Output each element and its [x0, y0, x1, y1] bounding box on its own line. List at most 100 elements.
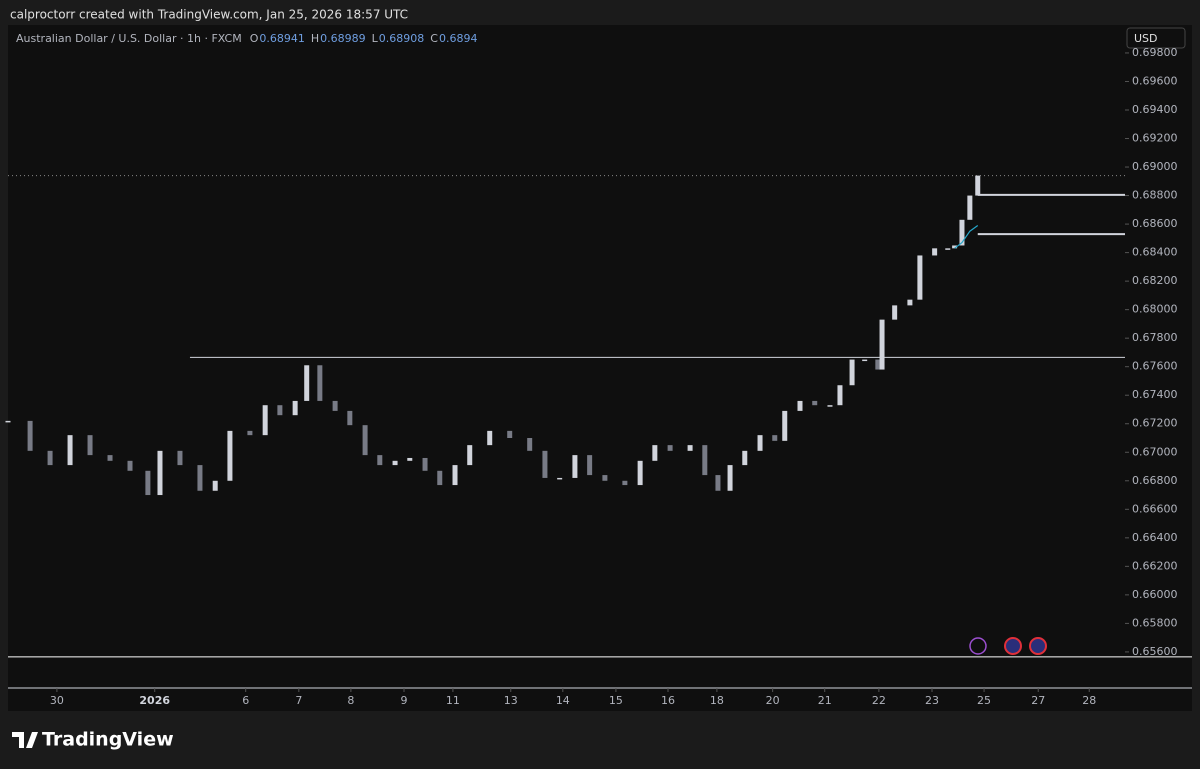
ohlc-value: 0.68941: [259, 32, 305, 45]
candle: [652, 445, 658, 461]
candle: [967, 195, 973, 220]
y-tick-label: 0.65600: [1132, 645, 1178, 658]
candle: [862, 359, 868, 362]
candle: [907, 299, 913, 306]
candle: [467, 445, 473, 466]
chart-title: Australian Dollar / U.S. Dollar · 1h · F…: [16, 32, 242, 45]
x-tick-label: 27: [1031, 694, 1045, 707]
x-tick-label: 2026: [139, 694, 170, 707]
candle: [622, 480, 628, 486]
candle: [317, 365, 323, 401]
y-tick-label: 0.68000: [1132, 303, 1178, 316]
candle: [177, 450, 183, 466]
candle: [932, 248, 938, 256]
candle: [107, 455, 113, 461]
candle: [145, 470, 151, 496]
candle: [797, 400, 803, 411]
candle: [487, 430, 493, 446]
candle: [602, 475, 608, 481]
x-tick-label: 13: [504, 694, 518, 707]
x-tick-label: 18: [710, 694, 724, 707]
y-tick-label: 0.67200: [1132, 417, 1178, 430]
event-icon[interactable]: [1029, 637, 1047, 655]
candle: [507, 430, 513, 439]
candle: [304, 365, 310, 401]
x-tick-label: 6: [242, 694, 249, 707]
candle: [879, 319, 885, 370]
candle: [347, 410, 353, 426]
candle: [837, 385, 843, 406]
candle: [875, 359, 881, 370]
attribution: calproctorr created with TradingView.com…: [10, 8, 408, 22]
y-tick-label: 0.69000: [1132, 160, 1178, 173]
candle: [377, 455, 383, 466]
logo-text: TradingView: [42, 729, 174, 751]
event-icons: [969, 637, 1047, 655]
y-tick-label: 0.68400: [1132, 246, 1178, 259]
candle: [392, 460, 398, 466]
candle: [637, 460, 643, 486]
candle: [247, 430, 253, 436]
candle: [27, 420, 33, 451]
ohlc-value: 0.6894: [439, 32, 478, 45]
candle: [67, 435, 73, 466]
ohlc-label: C: [430, 32, 438, 45]
y-tick-label: 0.66600: [1132, 502, 1178, 515]
y-tick-label: 0.69400: [1132, 103, 1178, 116]
candle: [407, 457, 413, 461]
x-tick-label: 20: [766, 694, 780, 707]
y-tick-label: 0.67400: [1132, 388, 1178, 401]
candle: [542, 450, 548, 478]
y-tick-label: 0.67600: [1132, 360, 1178, 373]
candle: [715, 475, 721, 491]
candle: [227, 430, 233, 481]
y-tick-label: 0.68800: [1132, 189, 1178, 202]
ohlc-label: O: [250, 32, 259, 45]
x-tick-label: 7: [295, 694, 302, 707]
candle: [812, 400, 818, 406]
candle: [422, 457, 428, 471]
y-tick-label: 0.68600: [1132, 217, 1178, 230]
candle: [47, 450, 53, 466]
candle: [975, 175, 981, 196]
x-tick-label: 22: [872, 694, 886, 707]
currency-button[interactable]: [1126, 27, 1186, 49]
candle: [127, 460, 133, 471]
event-icon[interactable]: [969, 637, 987, 655]
logo: TradingView: [12, 729, 174, 751]
x-tick-label: 23: [925, 694, 939, 707]
y-tick-label: 0.69600: [1132, 74, 1178, 87]
candle: [557, 477, 563, 480]
candle: [277, 405, 283, 416]
x-tick-label: 14: [556, 694, 570, 707]
candle: [362, 425, 368, 456]
y-tick-label: 0.67800: [1132, 331, 1178, 344]
x-tick-label: 21: [818, 694, 832, 707]
event-icon[interactable]: [1004, 637, 1022, 655]
y-tick-label: 0.69200: [1132, 132, 1178, 145]
candle: [772, 435, 778, 441]
candle: [702, 445, 708, 476]
candle: [527, 438, 533, 451]
y-tick-label: 0.66200: [1132, 559, 1178, 572]
x-tick-label: 8: [347, 694, 354, 707]
candle: [452, 465, 458, 486]
candle: [262, 405, 268, 436]
candle: [292, 400, 298, 416]
x-tick-label: 11: [446, 694, 460, 707]
candle: [959, 219, 965, 246]
candle: [667, 445, 673, 451]
candle: [945, 248, 951, 250]
y-tick-label: 0.65800: [1132, 616, 1178, 629]
candle: [212, 480, 218, 491]
x-tick-label: 16: [661, 694, 675, 707]
candle: [157, 450, 163, 496]
candle: [782, 410, 788, 441]
candle: [437, 470, 443, 486]
y-tick-label: 0.66000: [1132, 588, 1178, 601]
currency: USD: [1134, 32, 1158, 45]
y-tick-label: 0.67000: [1132, 445, 1178, 458]
candle: [587, 455, 593, 476]
